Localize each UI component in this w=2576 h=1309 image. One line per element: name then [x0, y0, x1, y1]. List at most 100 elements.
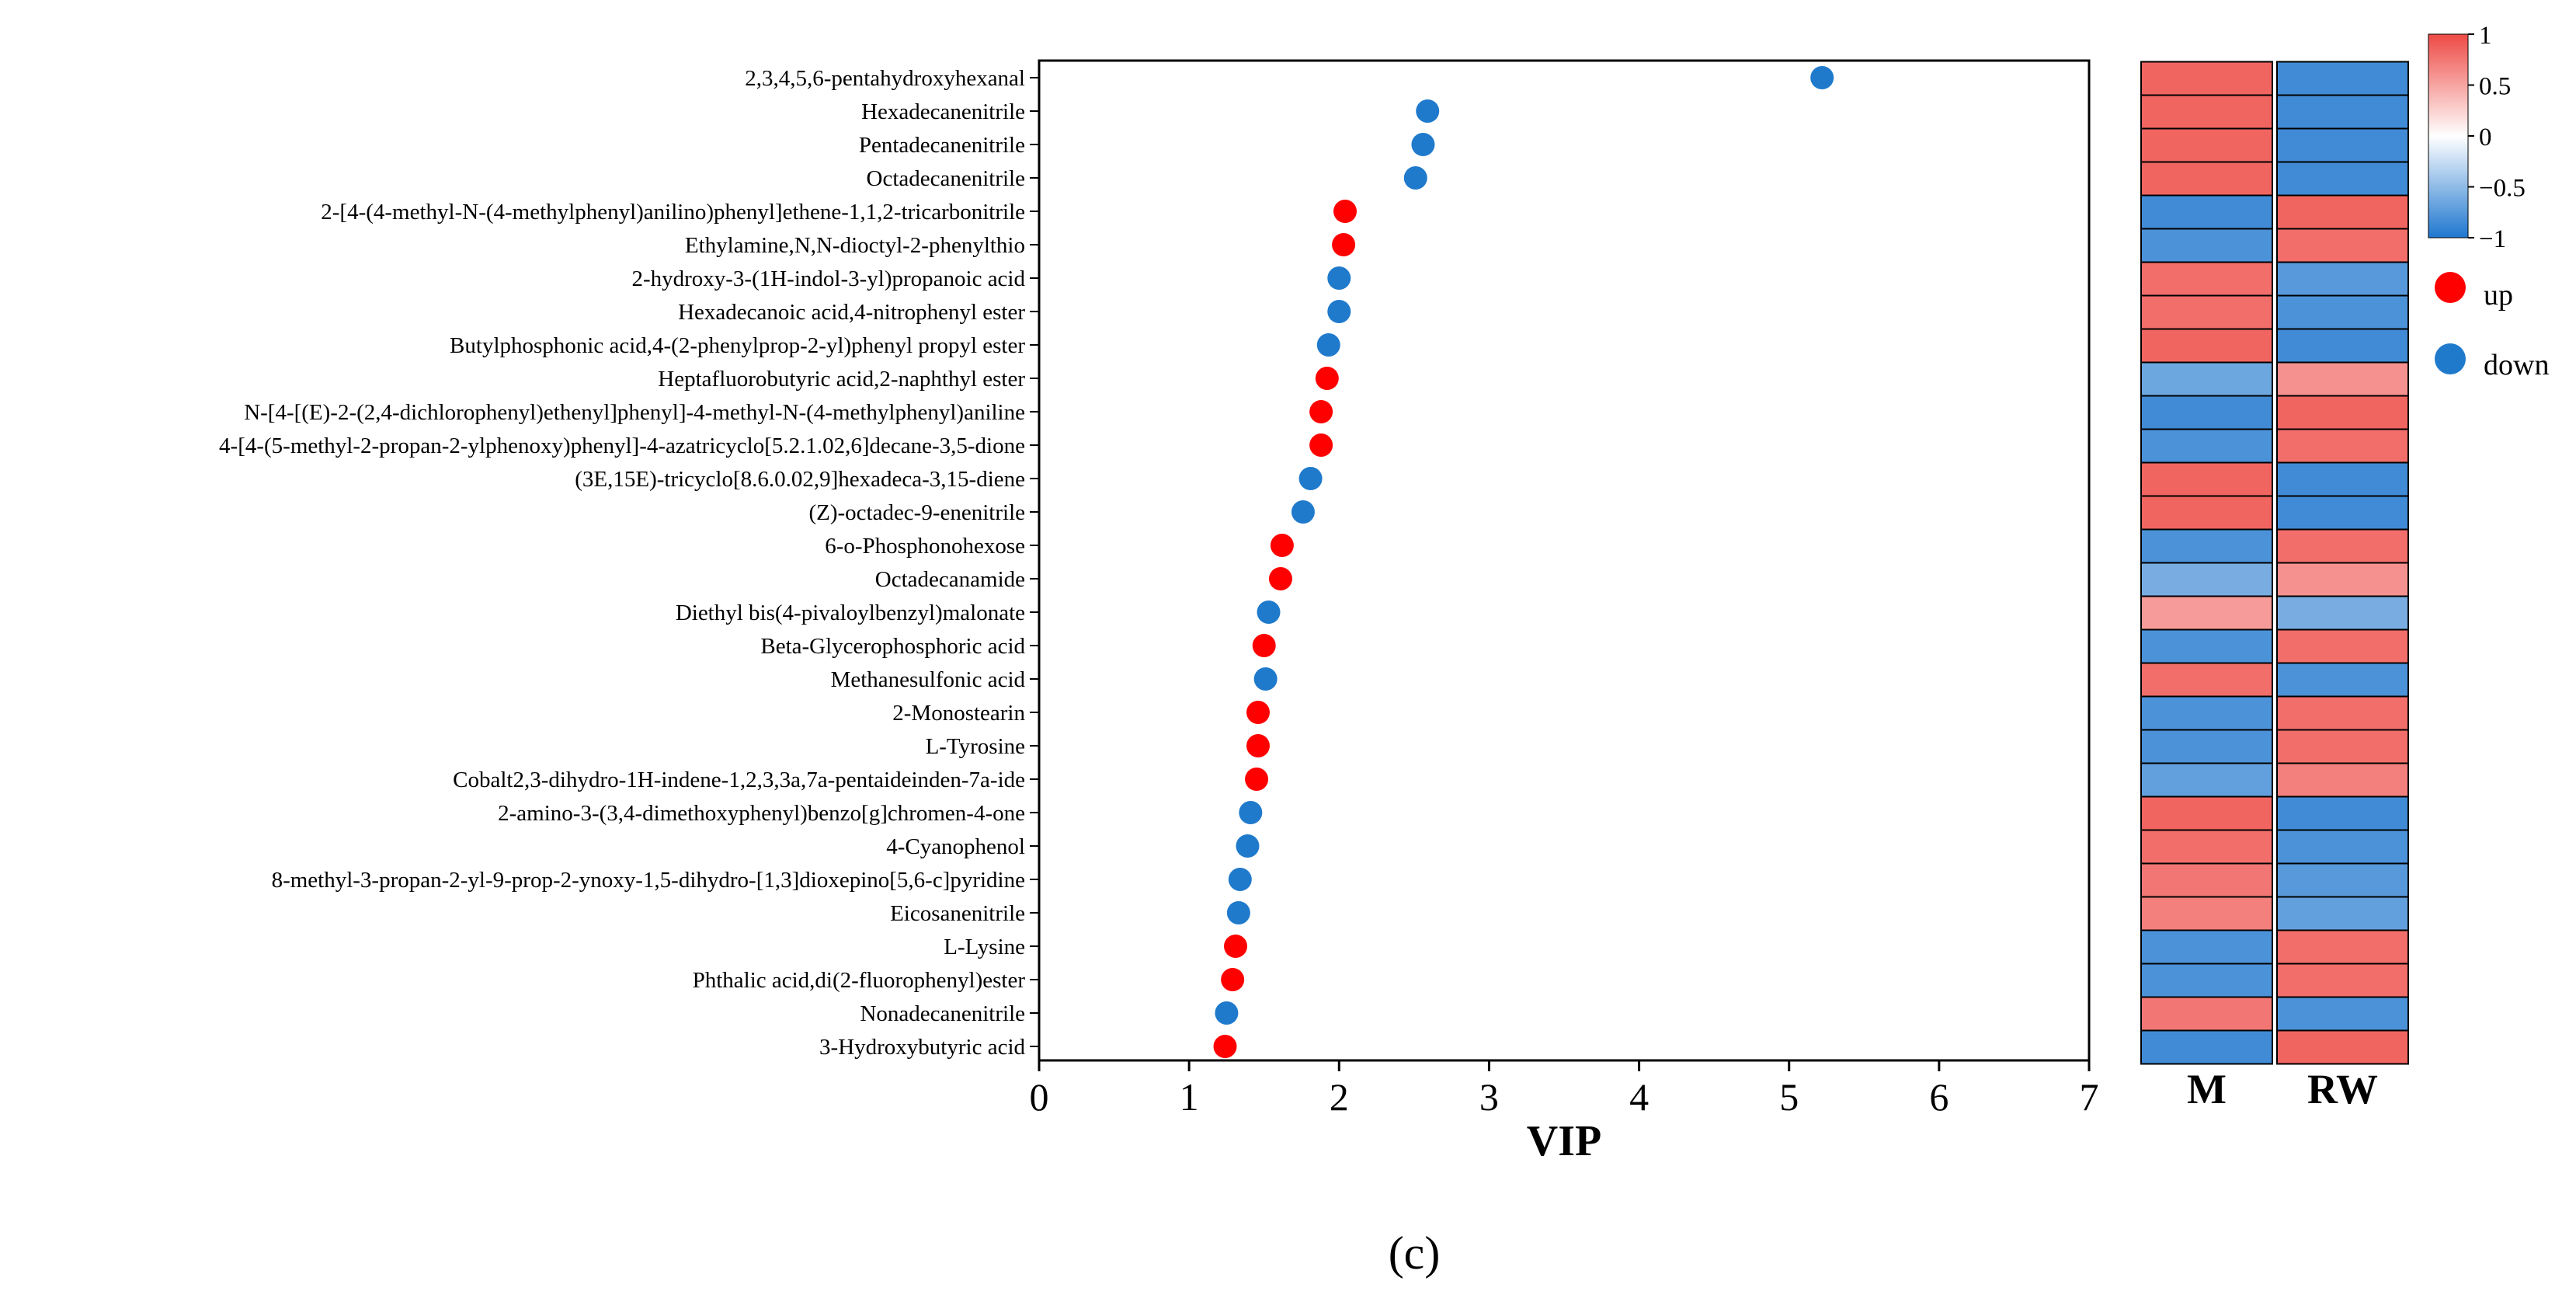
metabolite-labels: 2,3,4,5,6-pentahydroxyhexanal Hexadecanen… — [219, 66, 1025, 1060]
metabolite-label: Hexadecanenitrile — [861, 99, 1025, 124]
heatmap-cell-rw — [2276, 929, 2409, 965]
vip-point — [1403, 166, 1427, 190]
heatmap-cell-rw — [2276, 1029, 2409, 1065]
heatmap-cell-m — [2140, 61, 2273, 96]
heatmap-cell-rw — [2276, 528, 2409, 564]
heatmap-cell-m — [2140, 562, 2273, 597]
heatmap-cell-rw — [2276, 61, 2409, 96]
heatmap-cell-rw — [2276, 795, 2409, 831]
vip-point — [1332, 233, 1356, 256]
metabolite-label: 2-Monostearin — [892, 701, 1025, 726]
metabolite-label: Methanesulfonic acid — [831, 667, 1026, 692]
heatmap-cell-rw — [2276, 662, 2409, 698]
vip-point — [1411, 133, 1435, 156]
heatmap-cell-m — [2140, 361, 2273, 397]
x-axis-title: VIP — [1527, 1117, 1601, 1165]
legend-down-label: down — [2484, 349, 2549, 381]
panel-label: (c) — [1389, 1227, 1441, 1279]
heatmap-cell-m — [2140, 194, 2273, 230]
vip-point — [1246, 734, 1270, 757]
heatmap-cell-rw — [2276, 695, 2409, 731]
metabolite-label: 2-hydroxy-3-(1H-indol-3-yl)propanoic aci… — [631, 266, 1025, 291]
heatmap-cell-m — [2140, 695, 2273, 731]
vip-point — [1416, 99, 1440, 123]
heatmap-cell-rw — [2276, 896, 2409, 931]
heatmap-cell-m — [2140, 929, 2273, 965]
x-tick-label: 5 — [1779, 1075, 1799, 1119]
heatmap-cell-rw — [2276, 395, 2409, 430]
heatmap-cell-rw — [2276, 428, 2409, 464]
vip-point — [1228, 868, 1252, 891]
heatmap-cell-rw — [2276, 94, 2409, 130]
vip-point — [1253, 667, 1278, 691]
vip-scatter-plot: 2,3,4,5,6-pentahydroxyhexanal Hexadecanen… — [219, 59, 2099, 1165]
x-tick-label: 4 — [1629, 1075, 1649, 1119]
vip-point — [1246, 701, 1270, 724]
vip-point — [1224, 935, 1248, 958]
metabolite-label: 2-amino-3-(3,4-dimethoxyphenyl)benzo[g]c… — [498, 801, 1025, 826]
heatmap-column-label: M — [2187, 1066, 2227, 1112]
x-tick-label: 0 — [1030, 1075, 1049, 1119]
metabolite-label: Octadecanenitrile — [867, 166, 1026, 191]
heatmap-cell-m — [2140, 996, 2273, 1032]
vip-point — [1327, 266, 1351, 290]
vip-points — [1213, 66, 1834, 1058]
heatmap-cell-rw — [2276, 161, 2409, 197]
legend-down-marker — [2435, 343, 2466, 374]
metabolite-label: Diethyl bis(4-pivaloylbenzyl)malonate — [676, 601, 1025, 625]
metabolite-label: Nonadecanenitrile — [860, 1001, 1025, 1026]
vip-point — [1291, 500, 1315, 524]
heatmap-cell-m — [2140, 127, 2273, 163]
plot-frame — [1038, 59, 2091, 1062]
metabolite-label: Octadecanamide — [875, 567, 1025, 592]
metabolite-label: Ethylamine,N,N-dioctyl-2-phenylthio — [685, 233, 1025, 258]
metabolite-label: Butylphosphonic acid,4-(2-phenylprop-2-y… — [450, 333, 1025, 358]
heatmap-cell-rw — [2276, 328, 2409, 364]
colorbar-tick-label: 0 — [2479, 124, 2492, 151]
heatmap-cell-rw — [2276, 862, 2409, 898]
x-tick-label: 7 — [2080, 1075, 2099, 1119]
metabolite-label: Phthalic acid,di(2-fluorophenyl)ester — [693, 968, 1026, 993]
vip-point — [1213, 1035, 1237, 1058]
heatmap: M RW — [2140, 61, 2409, 1112]
heatmap-cell-m — [2140, 528, 2273, 564]
heatmap-cell-rw — [2276, 829, 2409, 865]
x-tick-label: 6 — [1929, 1075, 1949, 1119]
heatmap-cell-m — [2140, 628, 2273, 664]
heatmap-cell-m — [2140, 862, 2273, 898]
heatmap-cell-m — [2140, 428, 2273, 464]
colorbar-ticks: 1 0.5 0 −0.5 −1 — [2468, 22, 2526, 253]
metabolite-label: 6-o-Phosphonohexose — [825, 534, 1025, 559]
vip-point — [1327, 300, 1351, 323]
vip-point — [1239, 801, 1263, 824]
vip-point — [1315, 367, 1339, 390]
heatmap-cell-rw — [2276, 127, 2409, 163]
vip-point — [1309, 433, 1333, 457]
vip-point — [1221, 968, 1245, 991]
colorbar-tick-label: 1 — [2479, 22, 2492, 50]
heatmap-cell-m — [2140, 161, 2273, 197]
heatmap-cell-m — [2140, 228, 2273, 263]
heatmap-cell-m — [2140, 829, 2273, 865]
heatmap-cell-rw — [2276, 595, 2409, 631]
x-tick-label: 2 — [1330, 1075, 1349, 1119]
heatmap-cell-m — [2140, 461, 2273, 497]
heatmap-cell-rw — [2276, 628, 2409, 664]
vip-point — [1333, 200, 1358, 223]
heatmap-cell-rw — [2276, 461, 2409, 497]
heatmap-cell-rw — [2276, 996, 2409, 1032]
vip-point — [1215, 1001, 1239, 1025]
vip-point — [1270, 534, 1294, 557]
vip-point — [1810, 66, 1834, 89]
metabolite-label: Hexadecanoic acid,4-nitrophenyl ester — [678, 300, 1025, 325]
metabolite-label: 4-[4-(5-methyl-2-propan-2-ylphenoxy)phen… — [219, 433, 1025, 458]
metabolite-label: (3E,15E)-tricyclo[8.6.0.02,9]hexadeca-3,… — [575, 467, 1025, 492]
metabolite-label: 2,3,4,5,6-pentahydroxyhexanal — [745, 66, 1025, 91]
metabolite-label: N-[4-[(E)-2-(2,4-dichlorophenyl)ethenyl]… — [244, 400, 1025, 425]
colorbar-gradient — [2428, 33, 2469, 238]
vip-point — [1268, 567, 1292, 590]
heatmap-cell-m — [2140, 94, 2273, 130]
metabolite-label: Heptafluorobutyric acid,2-naphthyl ester — [658, 367, 1025, 392]
x-ticks: 0 1 2 3 4 5 6 7 — [1030, 1060, 2099, 1119]
